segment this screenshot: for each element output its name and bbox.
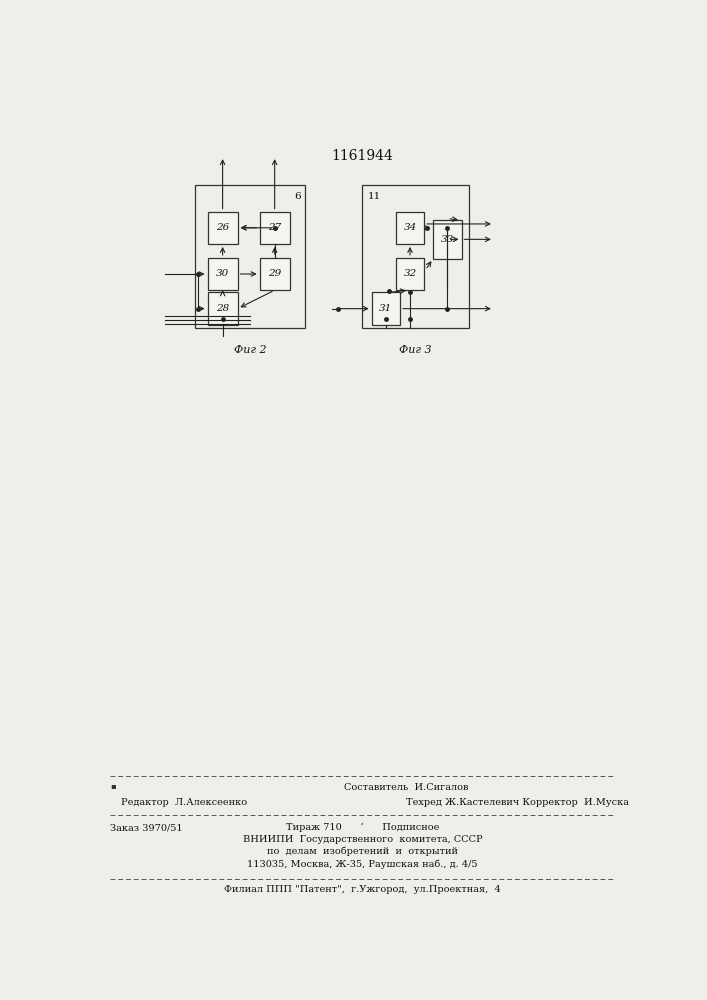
Text: 28: 28 [216,304,229,313]
Text: Фиг 2: Фиг 2 [234,345,267,355]
Text: Составитель  И.Сигалов: Составитель И.Сигалов [344,783,468,792]
Bar [195,185,305,328]
Text: 31: 31 [379,304,392,313]
Text: Техред Ж.Кастелевич Корректор  И.Муска: Техред Ж.Кастелевич Корректор И.Муска [407,798,629,807]
Text: 6: 6 [294,192,300,201]
Text: 32: 32 [404,269,416,278]
Text: 11: 11 [368,192,381,201]
Text: ▪: ▪ [110,781,116,790]
Bar [433,220,462,259]
Text: Редактор  Л.Алексеенко: Редактор Л.Алексеенко [122,798,247,807]
Text: 1161944: 1161944 [332,149,393,163]
Bar [208,212,238,244]
Text: 29: 29 [268,269,281,278]
Bar [372,292,400,325]
Bar [259,212,290,244]
Text: 113035, Москва, Ж-35, Раушская наб., д. 4/5: 113035, Москва, Ж-35, Раушская наб., д. … [247,859,478,869]
Text: 26: 26 [216,223,229,232]
Text: по  делам  изобретений  и  открытий: по делам изобретений и открытий [267,847,458,856]
Text: Филиал ППП "Патент",  г.Ужгород,  ул.Проектная,  4: Филиал ППП "Патент", г.Ужгород, ул.Проек… [224,885,501,894]
Bar [396,258,424,290]
Bar [259,258,290,290]
Bar [363,185,469,328]
Text: 34: 34 [404,223,416,232]
Text: 33: 33 [440,235,454,244]
Text: 30: 30 [216,269,229,278]
Bar [396,212,424,244]
Bar [208,292,238,325]
Bar [208,258,238,290]
Text: ВНИИПИ  Государственного  комитета, СССР: ВНИИПИ Государственного комитета, СССР [243,835,482,844]
Text: Тираж 710      ’      Подписное: Тираж 710 ’ Подписное [286,823,439,832]
Text: 27: 27 [268,223,281,232]
Text: Заказ 3970/51: Заказ 3970/51 [110,823,183,832]
Text: Фиг 3: Фиг 3 [399,345,432,355]
